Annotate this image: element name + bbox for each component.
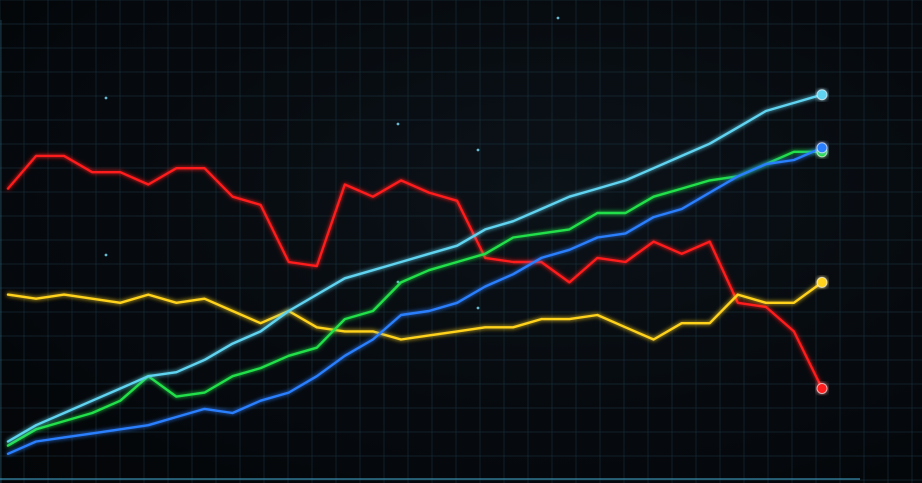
series-end-marker-4	[816, 89, 828, 101]
sparkle-dot	[104, 96, 108, 100]
series-end-marker-0	[816, 382, 828, 394]
series-line-4	[6, 93, 824, 443]
background-sparkles	[104, 16, 560, 310]
series-end-marker-3	[816, 142, 828, 154]
sparkle-dot	[104, 253, 108, 257]
series-end-marker-1	[816, 276, 828, 288]
sparkle-dot	[556, 16, 560, 20]
sparkle-dot	[396, 122, 400, 126]
series-line-1	[6, 281, 824, 341]
series-end-markers	[816, 89, 828, 394]
sparkle-dot	[476, 148, 480, 152]
series-line-3	[6, 146, 824, 455]
series-line-0	[6, 154, 824, 390]
sparkle-dot	[476, 306, 480, 310]
series-lines	[6, 93, 824, 455]
series-line-2	[6, 150, 824, 447]
sparkle-dot	[396, 280, 400, 284]
